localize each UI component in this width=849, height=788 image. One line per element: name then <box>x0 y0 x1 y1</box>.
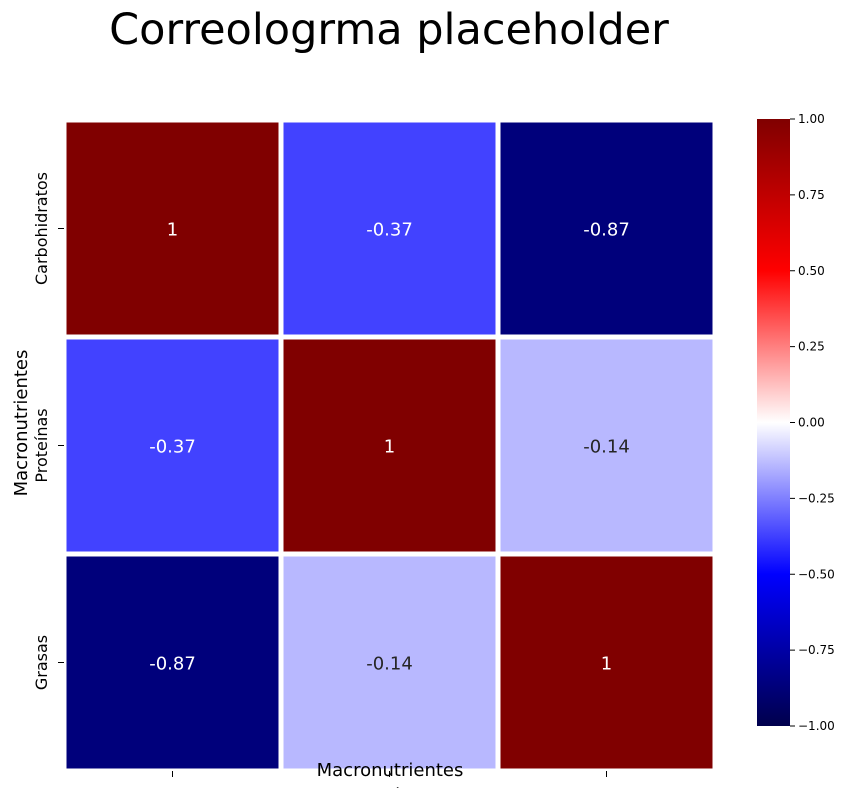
x-tick-label-2: Grasas <box>579 785 634 788</box>
colorbar-tick-label-3: 0.25 <box>798 340 825 354</box>
y-axis-ticks: Carbohidratos Proteínas Grasas <box>32 172 64 690</box>
heatmap-cell-1-0 <box>66 339 279 552</box>
heatmap-cell-0-1 <box>283 122 496 335</box>
heatmap-cell-0-0 <box>66 122 279 335</box>
x-tick-label-0: Carbohidratos <box>116 785 229 788</box>
x-axis-label: Macronutrientes <box>317 760 464 781</box>
y-axis-label: Macronutrientes <box>11 350 32 497</box>
heatmap-cell-label-1-1: 1 <box>384 437 395 458</box>
heatmap-cell-label-0-1: -0.37 <box>366 220 413 241</box>
heatmap-cell-label-1-0: -0.37 <box>149 437 196 458</box>
x-axis-ticks: Carbohidratos Proteínas Grasas <box>116 771 634 788</box>
y-tick-label-1: Proteínas <box>32 408 51 482</box>
colorbar-tick-label-0: 1.00 <box>798 112 825 126</box>
colorbar-tick-label-1: 0.75 <box>798 188 825 202</box>
colorbar-tick-label-7: −0.75 <box>798 643 835 657</box>
heatmap-cell-label-2-0: -0.87 <box>149 654 196 675</box>
heatmap-cell-0-2 <box>500 122 713 335</box>
colorbar-tick-label-8: −1.00 <box>798 719 835 733</box>
colorbar-tick-label-4: 0.00 <box>798 416 825 430</box>
heatmap-cell-2-1 <box>283 556 496 769</box>
heatmap-cell-labels: 1 -0.37 -0.87 -0.37 1 -0.14 -0.87 -0.14 1 <box>149 220 630 675</box>
heatmap-cell-1-2 <box>500 339 713 552</box>
chart-title-line-1: Correologrma placeholder <box>109 5 669 55</box>
heatmap-cell-label-0-2: -0.87 <box>583 220 630 241</box>
heatmap-cell-1-1 <box>283 339 496 552</box>
colorbar-tick-label-2: 0.50 <box>798 264 825 278</box>
heatmap-cell-label-0-0: 1 <box>167 220 178 241</box>
heatmap-cell-2-0 <box>66 556 279 769</box>
heatmap-cells <box>66 122 713 769</box>
heatmap-cell-label-2-2: 1 <box>601 654 612 675</box>
y-tick-label-0: Carbohidratos <box>32 172 51 285</box>
colorbar-tick-label-5: −0.25 <box>798 491 835 505</box>
x-tick-label-1: Proteínas <box>352 785 426 788</box>
heatmap-cell-2-2 <box>500 556 713 769</box>
y-tick-label-2: Grasas <box>32 635 51 690</box>
colorbar <box>757 119 790 726</box>
heatmap-cell-label-2-1: -0.14 <box>366 654 413 675</box>
colorbar-ticks: 1.00 0.75 0.50 0.25 0.00 −0.25 −0.50 −0.75 −1.00 <box>790 112 835 733</box>
heatmap-cell-label-1-2: -0.14 <box>583 437 630 458</box>
colorbar-tick-label-6: −0.50 <box>798 567 835 581</box>
